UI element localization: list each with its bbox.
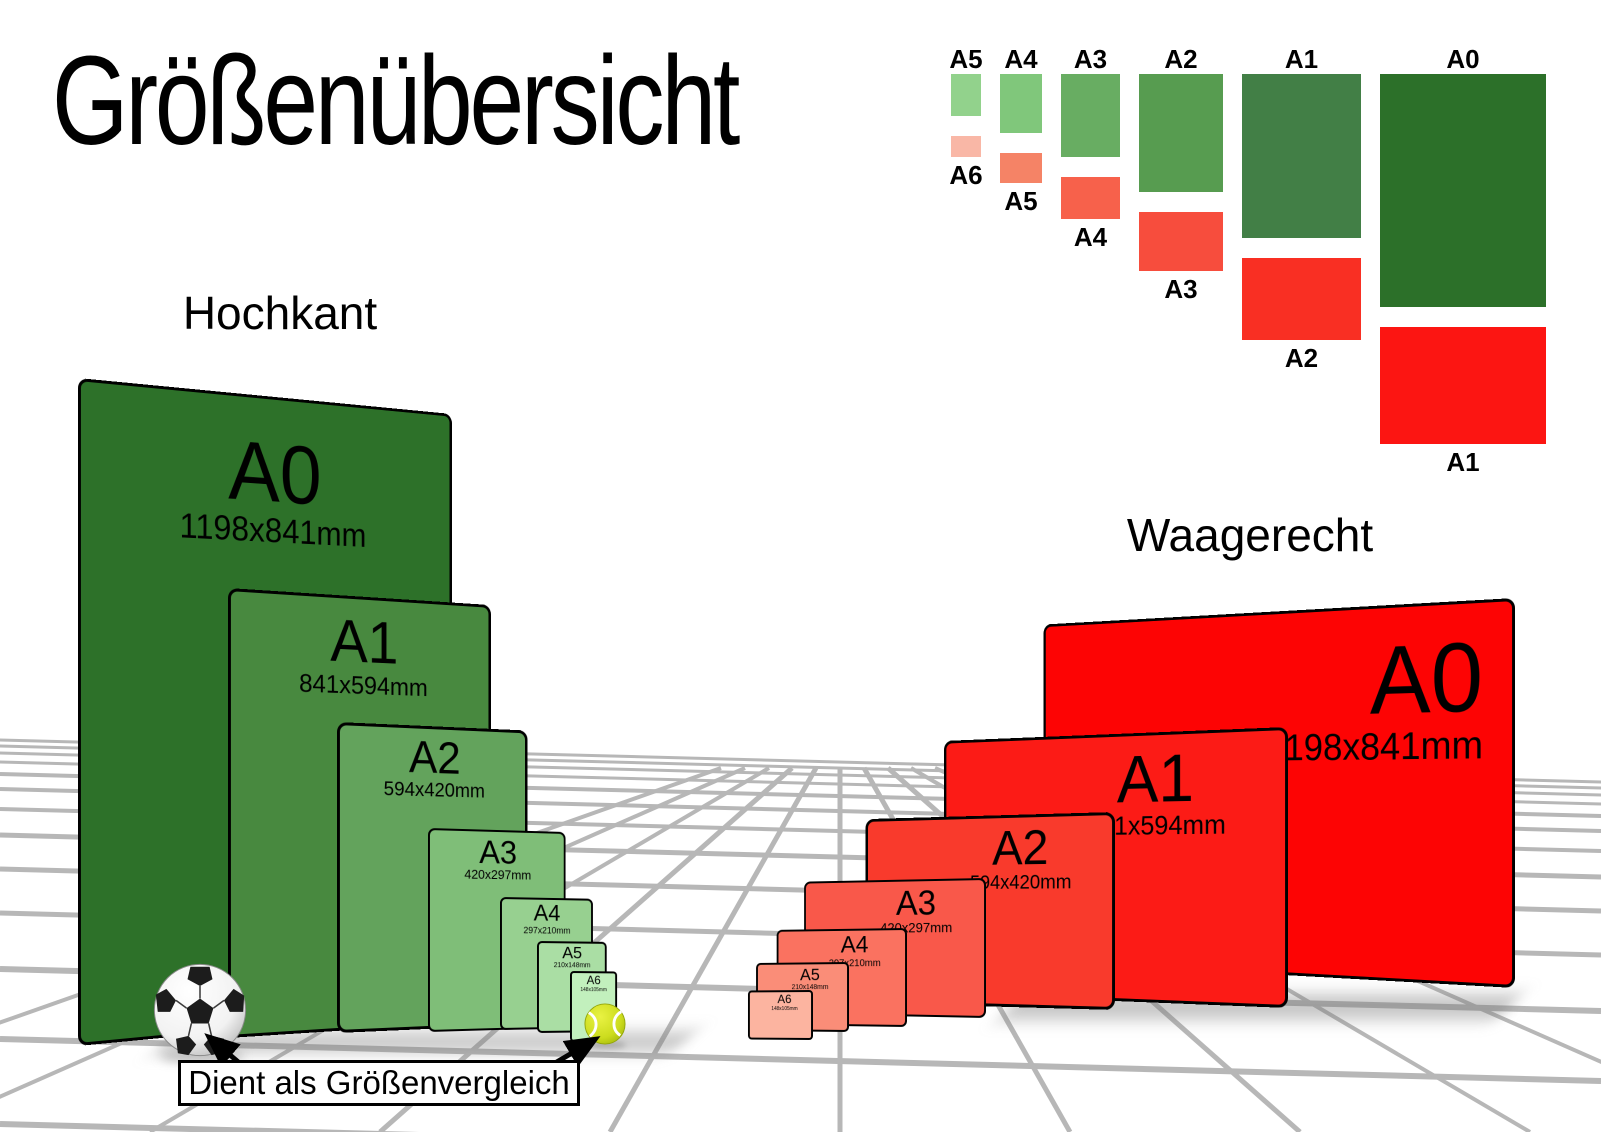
mini-col-a0-a1: A0 A1 xyxy=(1380,46,1546,475)
mini-col-a5-a6: A5 A6 xyxy=(949,44,983,190)
panel-label: A6 xyxy=(777,992,792,1007)
mini-col-a3-a4: A3 A4 xyxy=(1061,46,1120,250)
panel-dimensions: 420x297mm xyxy=(464,867,532,883)
mini-top-label: A4 xyxy=(1004,44,1038,74)
tennis-ball-shadow xyxy=(586,1041,626,1049)
panel-label: A0 xyxy=(1369,621,1484,735)
panel-dimensions: 148x105mm xyxy=(771,1006,798,1013)
panel-label: A1 xyxy=(330,607,399,678)
mini-red-swatch xyxy=(1139,212,1223,271)
panel-dimensions: 210x148mm xyxy=(553,962,591,970)
panel-label: A4 xyxy=(533,899,561,926)
mini-col-a2-a3: A2 A3 xyxy=(1139,46,1223,302)
mini-green-swatch xyxy=(951,74,981,116)
panel-label: A2 xyxy=(408,731,461,784)
mini-top-label: A0 xyxy=(1446,44,1480,74)
mini-top-label: A2 xyxy=(1164,44,1198,74)
mini-green-swatch xyxy=(1139,74,1223,192)
panel-label: A3 xyxy=(479,833,517,871)
mini-red-swatch xyxy=(1061,177,1120,219)
mini-red-swatch xyxy=(1242,258,1361,340)
panel-dimensions: 297x210mm xyxy=(523,925,571,936)
mini-bottom-label: A2 xyxy=(1284,343,1319,373)
landscape-panel-a6: A6 148x105mm xyxy=(747,990,813,1040)
mini-col-a4-a5: A4 A5 xyxy=(1000,46,1042,214)
heading-portrait: Hochkant xyxy=(182,287,378,339)
mini-top-label: A5 xyxy=(949,44,983,74)
panel-dimensions: 594x420mm xyxy=(383,778,485,803)
mini-green-swatch xyxy=(1061,74,1120,157)
panel-dimensions: 148x105mm xyxy=(580,987,607,994)
mini-green-swatch xyxy=(1380,74,1546,307)
heading-landscape: Waagerecht xyxy=(1126,509,1374,561)
mini-red-swatch xyxy=(1000,153,1042,183)
mini-bottom-label: A4 xyxy=(1073,222,1108,252)
panel-label: A1 xyxy=(1116,739,1195,817)
mini-bottom-label: A1 xyxy=(1446,447,1480,477)
panel-label: A6 xyxy=(586,973,601,988)
panel-label: A2 xyxy=(992,819,1049,876)
mini-red-swatch xyxy=(951,136,981,157)
page-title: Größenübersicht xyxy=(52,30,740,171)
comparison-caption: Dient als Größenvergleich xyxy=(178,1060,580,1106)
mini-top-label: A3 xyxy=(1073,44,1108,74)
panel-label: A4 xyxy=(840,931,869,959)
mini-size-chart: A5 A6 A4 A5 A3 A4 A2 A3 A1 A2 xyxy=(949,44,1546,475)
panel-label: A5 xyxy=(562,943,583,963)
mini-top-label: A1 xyxy=(1284,44,1319,74)
mini-bottom-label: A3 xyxy=(1164,274,1198,304)
mini-col-a1-a2: A1 A2 xyxy=(1242,46,1361,371)
soccer-ball-icon xyxy=(153,963,247,1057)
mini-red-swatch xyxy=(1380,327,1546,444)
mini-bottom-label: A6 xyxy=(949,160,983,190)
mini-green-swatch xyxy=(1000,74,1042,133)
panel-label: A3 xyxy=(896,883,937,923)
panel-label: A5 xyxy=(800,965,820,985)
mini-bottom-label: A5 xyxy=(1004,186,1038,216)
tennis-ball-icon xyxy=(584,1003,626,1045)
mini-green-swatch xyxy=(1242,74,1361,238)
